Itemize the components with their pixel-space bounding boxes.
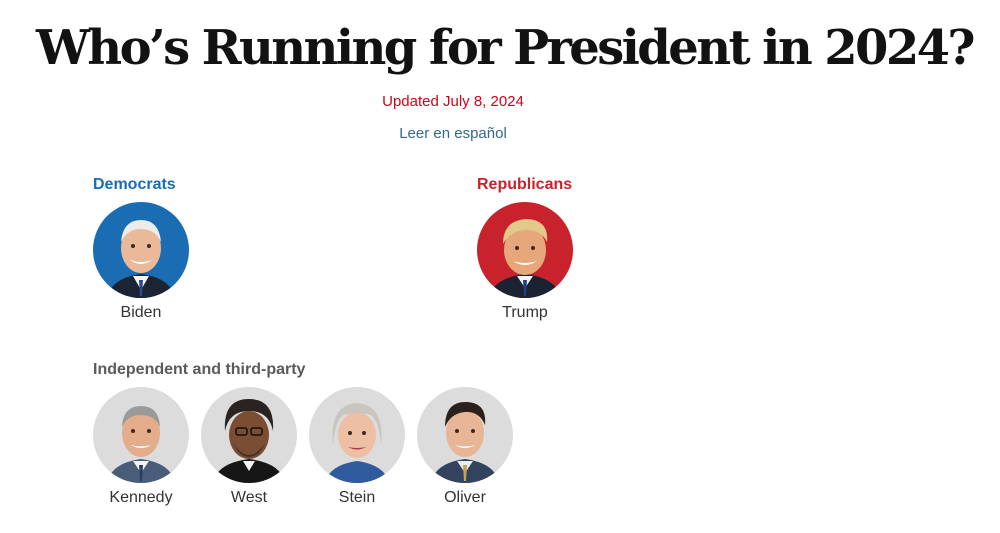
- updated-timestamp: Updated July 8, 2024: [382, 93, 524, 110]
- candidate-name: Stein: [338, 489, 376, 506]
- candidate-kennedy[interactable]: Kennedy: [86, 387, 196, 508]
- candidate-trump[interactable]: Trump: [470, 202, 580, 323]
- read-in-spanish-link[interactable]: Leer en español: [399, 125, 507, 142]
- candidate-oliver[interactable]: Oliver: [410, 387, 520, 508]
- stein-portrait-icon: [309, 387, 405, 483]
- candidate-west[interactable]: West: [194, 387, 304, 508]
- candidate-stein[interactable]: Stein: [302, 387, 412, 508]
- kennedy-portrait-icon: [93, 387, 189, 483]
- candidate-name: Trump: [502, 304, 548, 321]
- candidate-biden[interactable]: Biden: [86, 202, 196, 323]
- trump-portrait-icon: [477, 202, 573, 298]
- candidate-name: Oliver: [444, 489, 486, 506]
- oliver-portrait-icon: [417, 387, 513, 483]
- biden-portrait-icon: [93, 202, 189, 298]
- candidate-name: Biden: [120, 304, 162, 321]
- west-portrait-icon: [201, 387, 297, 483]
- spanish-link-container: Leer en español: [0, 124, 906, 144]
- page-title: Who’s Running for President in 2024?: [36, 20, 976, 76]
- candidate-name: Kennedy: [109, 489, 173, 506]
- candidate-name: West: [230, 489, 268, 506]
- independent-heading: Independent and third-party: [93, 361, 306, 378]
- republicans-heading: Republicans: [477, 176, 573, 193]
- democrats-heading: Democrats: [93, 176, 176, 193]
